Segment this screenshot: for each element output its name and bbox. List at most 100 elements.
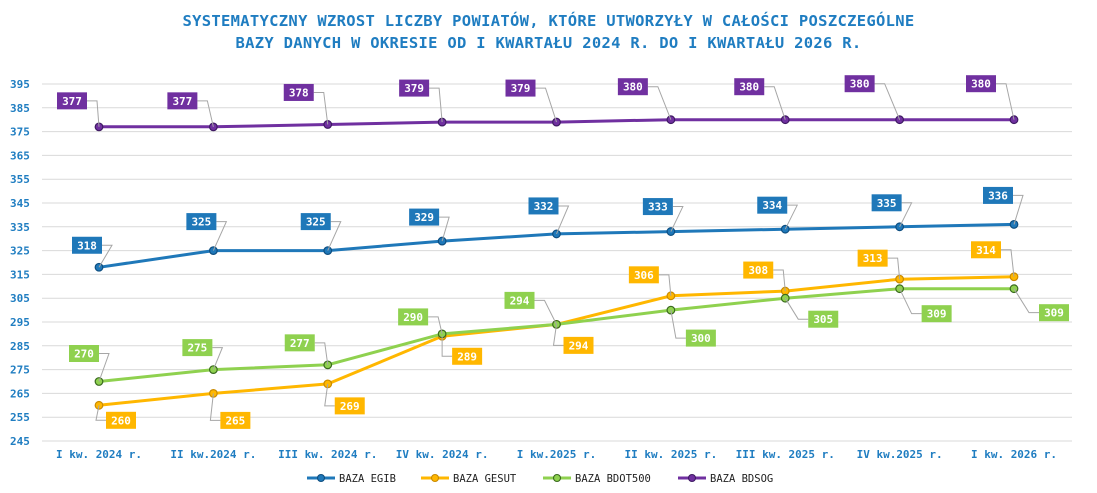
data-label: 265 — [225, 414, 245, 427]
y-tick-label: 325 — [10, 245, 30, 258]
data-label: 294 — [510, 294, 530, 307]
legend-marker — [430, 473, 440, 483]
data-labels: 318 325 325 329 332 333 334 335 336 260 265 269 289 2… — [57, 75, 1069, 429]
data-label-box — [983, 186, 1013, 204]
data-label: 377 — [62, 95, 82, 108]
data-label-box — [106, 411, 136, 429]
data-label: 305 — [813, 313, 833, 326]
label-leader-line — [212, 347, 224, 370]
label-leader-line — [314, 342, 329, 365]
data-label-box — [743, 261, 774, 279]
y-tick-label: 385 — [10, 102, 30, 115]
data-label: 275 — [187, 342, 207, 355]
data-label-box — [220, 411, 251, 429]
legend-marker — [316, 473, 326, 483]
y-tick-label: 305 — [10, 292, 30, 305]
data-label-box — [808, 310, 839, 328]
data-label-box — [966, 75, 996, 93]
label-leader-line — [1001, 249, 1015, 277]
y-tick-label: 375 — [10, 126, 30, 139]
label-leader-line — [98, 244, 113, 268]
label-leader-line — [535, 87, 557, 123]
data-label: 378 — [289, 86, 309, 99]
label-leader-line — [899, 202, 913, 228]
label-leader-line — [658, 274, 672, 296]
y-tick-label: 355 — [10, 173, 30, 186]
chart-title: SYSTEMATYCZNY WZROST LICZBY POWIATÓW, KT… — [0, 10, 1097, 54]
data-label: 313 — [863, 252, 883, 265]
data-label-box — [617, 78, 648, 96]
data-label-box — [69, 345, 99, 362]
data-label: 380 — [971, 78, 991, 91]
data-label-box — [167, 92, 198, 110]
label-leader-line — [887, 257, 901, 280]
data-label-box — [452, 347, 483, 365]
x-tick-label: II kw.2024 r. — [170, 448, 256, 461]
label-leader-line — [764, 86, 786, 120]
label-leader-line — [534, 299, 557, 325]
data-label-box — [505, 79, 536, 97]
data-point — [208, 365, 218, 375]
data-label-box — [844, 75, 875, 93]
y-tick-label: 335 — [10, 221, 30, 234]
legend: BAZA EGIB BAZA GESUT BAZA BDOT500 BAZA BDSO… — [307, 473, 773, 485]
chart-title-line-1: SYSTEMATYCZNY WZROST LICZBY POWIATÓW, KT… — [182, 12, 915, 30]
data-label: 377 — [172, 95, 192, 108]
x-tick-label: III kw. 2024 r. — [278, 448, 377, 461]
label-leader-line — [670, 206, 684, 232]
data-label: 325 — [191, 216, 211, 229]
y-axis: 245 255 265 275 285 295 305 315 325 335 345 355 365 3… — [10, 78, 30, 448]
data-label: 290 — [403, 311, 423, 324]
data-label-box — [300, 213, 331, 231]
y-tick-label: 275 — [10, 364, 30, 377]
legend-label: BAZA GESUT — [453, 473, 517, 485]
data-label: 325 — [306, 216, 326, 229]
data-label-box — [871, 194, 902, 212]
label-leader-line — [313, 91, 329, 125]
data-label: 333 — [648, 201, 668, 214]
data-label-box — [398, 308, 429, 326]
legend-marker — [552, 473, 562, 483]
label-leader-line — [98, 353, 110, 382]
y-tick-label: 365 — [10, 149, 30, 162]
data-label: 277 — [290, 337, 310, 350]
label-leader-line — [441, 336, 453, 357]
data-label: 380 — [850, 78, 870, 91]
data-label: 380 — [623, 81, 643, 94]
data-label: 269 — [340, 400, 360, 413]
legend-label: BAZA BDSOG — [710, 473, 773, 485]
data-label-box — [283, 83, 314, 101]
data-label-box — [757, 196, 788, 214]
data-label: 318 — [77, 239, 97, 252]
data-label: 379 — [511, 82, 531, 95]
y-tick-label: 285 — [10, 340, 30, 353]
label-leader-line — [87, 100, 100, 127]
label-leader-line — [439, 216, 450, 242]
data-label-box — [921, 305, 952, 323]
data-label: 306 — [634, 269, 654, 282]
data-label-box — [563, 336, 594, 354]
label-leader-line — [874, 83, 901, 120]
y-tick-label: 315 — [10, 268, 30, 281]
x-tick-label: IV kw. 2024 r. — [396, 448, 489, 461]
label-leader-line — [428, 316, 443, 335]
y-tick-label: 255 — [10, 411, 30, 424]
label-leader-line — [212, 221, 228, 251]
data-label: 335 — [877, 197, 897, 210]
legend-label: BAZA BDOT500 — [575, 473, 651, 485]
label-leader-line — [773, 269, 786, 292]
data-label: 314 — [976, 244, 996, 257]
data-label-box — [186, 213, 217, 231]
data-label-box — [409, 208, 440, 226]
label-leader-line — [429, 87, 443, 123]
data-label-box — [72, 236, 102, 254]
data-label: 332 — [534, 200, 554, 213]
data-label-box — [685, 329, 716, 347]
data-label-box — [504, 291, 535, 309]
data-label: 329 — [414, 211, 434, 224]
label-leader-line — [552, 324, 564, 346]
data-label-box — [857, 249, 888, 267]
label-leader-line — [784, 297, 809, 320]
data-label-box — [1039, 304, 1069, 322]
x-tick-label: II kw. 2025 r. — [625, 448, 718, 461]
